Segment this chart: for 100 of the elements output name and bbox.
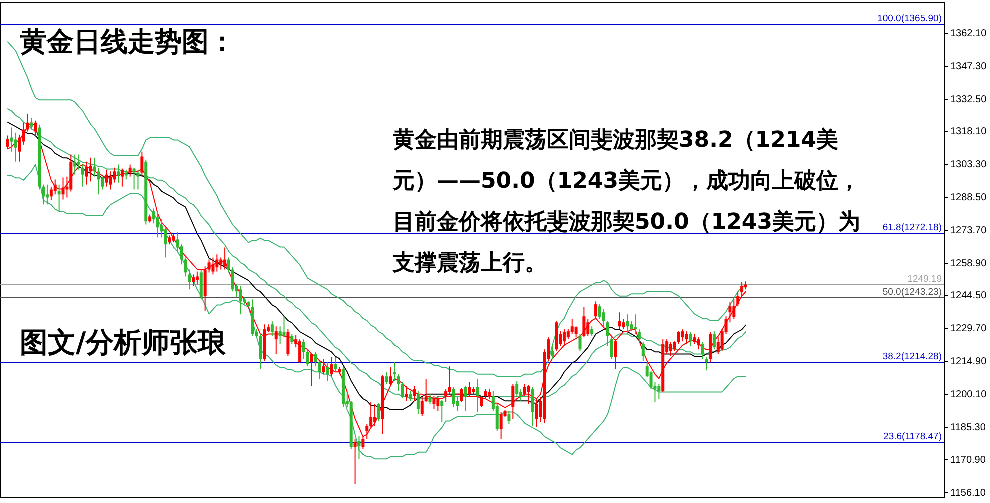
- candlestick: [370, 402, 373, 428]
- candlestick: [224, 247, 227, 270]
- y-tick-label: 1185.30: [950, 422, 986, 434]
- candlestick: [626, 314, 630, 335]
- candlestick: [109, 171, 112, 190]
- candlestick: [598, 304, 602, 320]
- y-tick-label: 1258.90: [950, 258, 988, 270]
- candlestick: [464, 386, 468, 412]
- candlestick: [681, 329, 684, 342]
- candlestick: [14, 132, 18, 162]
- y-tick-label: 1318.10: [950, 126, 988, 138]
- candlestick: [220, 257, 223, 270]
- candlestick: [326, 362, 330, 382]
- candlestick: [582, 306, 586, 338]
- candlestick: [208, 259, 211, 274]
- candlestick: [468, 382, 472, 398]
- ref-line-label: 50.0(1243.23): [882, 287, 942, 298]
- y-tick-label: 1273.70: [950, 226, 988, 237]
- candlestick: [239, 286, 242, 316]
- candlestick: [516, 381, 519, 397]
- candlestick: [377, 402, 380, 422]
- candlestick: [416, 391, 420, 415]
- candlestick: [562, 329, 566, 347]
- candlestick: [590, 326, 594, 337]
- candlestick: [420, 396, 424, 418]
- candlestick: [58, 184, 61, 212]
- candlestick: [701, 342, 704, 360]
- candlestick: [97, 167, 100, 196]
- candlestick: [705, 356, 708, 372]
- candlestick: [85, 161, 88, 186]
- ref-line-label: 61.8(1272.18): [882, 222, 942, 234]
- candlestick: [62, 177, 65, 200]
- candlestick: [231, 267, 234, 292]
- candlestick: [128, 164, 132, 178]
- candlestick: [310, 353, 314, 387]
- candlestick: [736, 292, 740, 308]
- candlestick: [212, 257, 215, 276]
- candlestick: [712, 331, 716, 350]
- candlestick: [527, 385, 530, 405]
- candlestick: [334, 356, 338, 372]
- candlestick: [228, 257, 231, 274]
- candlestick: [401, 382, 404, 399]
- candlestick: [389, 366, 392, 386]
- candlestick: [282, 316, 286, 338]
- candlestick: [432, 396, 436, 410]
- candlestick: [89, 157, 92, 182]
- candlestick: [658, 384, 661, 400]
- candlestick: [574, 326, 578, 338]
- candlestick: [74, 154, 77, 176]
- candlestick: [586, 319, 590, 337]
- candlestick: [512, 384, 515, 420]
- candlestick: [642, 342, 645, 362]
- candlestick: [689, 332, 692, 347]
- candlestick: [78, 154, 81, 170]
- candlestick: [188, 269, 192, 290]
- candlestick: [30, 117, 34, 130]
- candlestick: [484, 389, 488, 400]
- y-tick-label: 1170.90: [950, 454, 986, 466]
- candlestick: [448, 366, 452, 395]
- candlestick: [614, 339, 618, 370]
- candlestick: [290, 334, 294, 345]
- ref-line-label: 1249.19: [908, 274, 942, 285]
- candlestick: [670, 342, 673, 358]
- candlestick: [480, 396, 484, 408]
- candlestick: [500, 412, 503, 440]
- candlestick: [693, 334, 696, 345]
- y-tick-label: 1229.70: [950, 324, 988, 335]
- candlestick: [673, 341, 676, 352]
- candlestick: [594, 301, 598, 320]
- y-tick-label: 1288.50: [950, 192, 988, 204]
- candlestick: [93, 157, 96, 178]
- candlestick: [444, 389, 448, 403]
- candlestick: [81, 164, 84, 188]
- candlestick: [354, 438, 357, 485]
- candlestick: [428, 394, 432, 405]
- candlestick: [630, 321, 634, 332]
- candlestick: [405, 386, 408, 402]
- candlestick: [117, 164, 120, 184]
- y-tick-label: 1347.30: [950, 61, 988, 72]
- candlestick: [274, 326, 278, 356]
- candlestick: [136, 169, 140, 190]
- candlestick: [278, 326, 282, 345]
- annotation: 黄金由前期震荡区间斐波那契38.2（1214美元）——50.0（1243美元），成功向上破位，目前金价将依托斐波那契50.0（1243美元）为支撑震荡上行。: [392, 127, 861, 276]
- candlestick: [566, 329, 570, 340]
- candlestick: [358, 436, 361, 460]
- ref-line-label: 38.2(1214.28): [882, 352, 942, 363]
- candlestick: [638, 329, 641, 343]
- candlestick: [610, 337, 614, 360]
- candlestick: [436, 396, 440, 412]
- candlestick: [385, 372, 388, 385]
- candlestick: [50, 186, 53, 201]
- candlestick: [306, 349, 310, 368]
- candlestick: [156, 211, 160, 238]
- candlestick: [409, 391, 412, 402]
- candlestick: [18, 134, 22, 162]
- candlestick: [140, 151, 144, 178]
- candlestick: [551, 344, 554, 360]
- candlestick: [531, 387, 534, 427]
- candlestick: [685, 331, 688, 345]
- candlestick: [488, 389, 491, 400]
